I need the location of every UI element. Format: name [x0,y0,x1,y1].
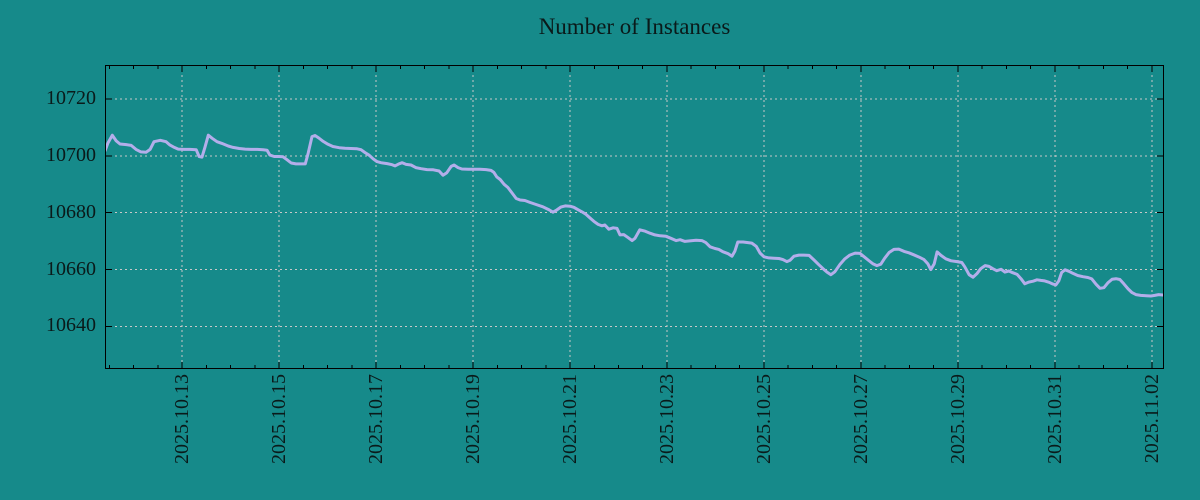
y-tick-label: 10720 [46,87,96,110]
x-tick-label: 2025.10.21 [559,374,581,464]
x-tick-label: 2025.10.31 [1043,374,1066,464]
plot-area [105,65,1164,369]
x-tick-label: 2025.10.13 [171,374,194,464]
y-tick-label: 10660 [46,257,96,280]
data-series-line [105,133,1164,298]
x-tick-label: 2025.10.17 [365,374,388,464]
chart-title: Number of Instances [538,14,731,39]
x-tick-label: 2025.10.19 [462,374,485,464]
y-tick-label: 10680 [46,200,96,223]
y-tick-label: 10700 [46,143,96,166]
x-tick-label: 2025.10.15 [268,374,291,464]
x-tick-label: 2025.10.23 [655,374,678,464]
y-tick-label: 10640 [46,314,96,337]
x-tick-label: 2025.10.29 [946,374,969,464]
x-tick-label: 2025.10.25 [752,374,775,464]
x-tick-label: 2025.11.02 [1140,374,1163,464]
x-tick-label: 2025.10.27 [849,374,872,464]
plot-border [105,65,1164,369]
